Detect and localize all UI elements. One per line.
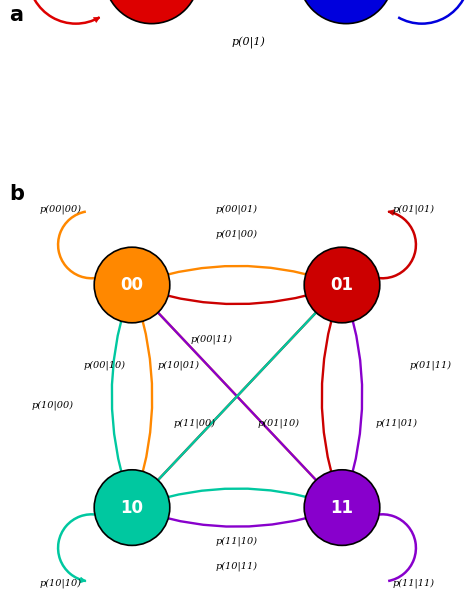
Text: p(0|1): p(0|1) <box>232 37 266 49</box>
Text: 00: 00 <box>120 276 144 294</box>
Text: a: a <box>9 5 24 25</box>
Text: 01: 01 <box>330 276 354 294</box>
Text: 10: 10 <box>120 499 144 517</box>
Text: p(01|00): p(01|00) <box>216 230 258 239</box>
Circle shape <box>299 0 393 23</box>
Text: p(10|00): p(10|00) <box>31 400 73 410</box>
Text: p(01|10): p(01|10) <box>258 419 300 428</box>
Circle shape <box>304 247 380 323</box>
Circle shape <box>94 470 170 545</box>
Text: p(10|10): p(10|10) <box>40 578 82 588</box>
Circle shape <box>304 470 380 545</box>
Text: p(10|01): p(10|01) <box>157 360 199 370</box>
Text: p(01|01): p(01|01) <box>392 205 434 214</box>
Text: p(11|01): p(11|01) <box>375 419 418 428</box>
Text: p(11|00): p(11|00) <box>174 419 216 428</box>
Text: p(00|00): p(00|00) <box>40 205 82 214</box>
Circle shape <box>104 0 199 23</box>
Text: p(11|10): p(11|10) <box>216 536 258 546</box>
Circle shape <box>94 247 170 323</box>
Text: p(00|01): p(00|01) <box>216 205 258 214</box>
Text: p(00|10): p(00|10) <box>84 360 126 370</box>
Text: p(01|11): p(01|11) <box>409 360 451 370</box>
Text: b: b <box>9 184 25 204</box>
Text: 11: 11 <box>330 499 354 517</box>
Text: p(11|11): p(11|11) <box>392 578 434 588</box>
Text: p(10|11): p(10|11) <box>216 562 258 571</box>
Text: p(00|11): p(00|11) <box>191 335 233 344</box>
